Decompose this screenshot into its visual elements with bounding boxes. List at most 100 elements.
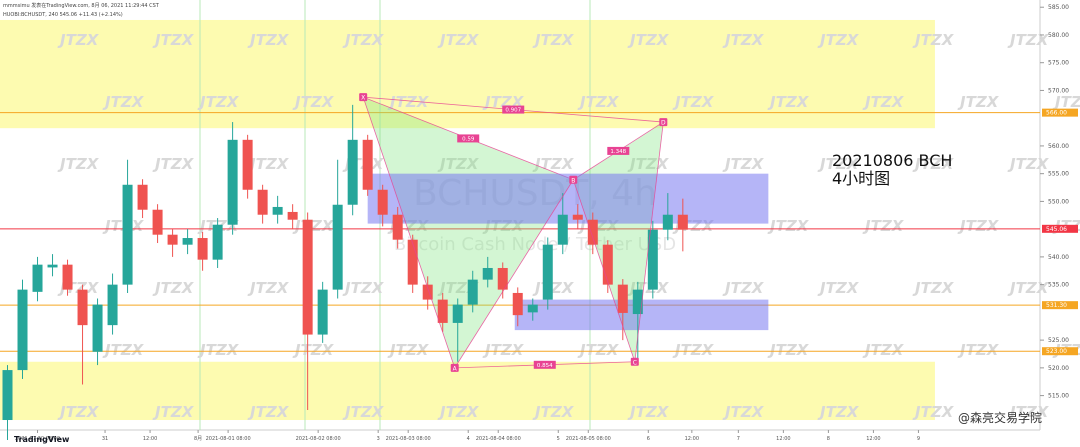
watermark: JTZX xyxy=(912,403,955,421)
pattern-point xyxy=(450,363,459,372)
watermark: JTZX xyxy=(1007,279,1050,297)
watermark: JTZX xyxy=(767,93,810,111)
price-tag xyxy=(1042,108,1078,117)
watermark: JTZX xyxy=(672,341,715,359)
y-tick-label: 570.00 xyxy=(1048,87,1069,94)
y-tick-label: 525.00 xyxy=(1048,337,1069,344)
candle-body xyxy=(122,184,133,285)
price-tag-label: 545.06 xyxy=(1046,226,1067,233)
watermark: JTZX xyxy=(577,341,620,359)
watermark: JTZX xyxy=(1007,31,1050,49)
candle-body xyxy=(107,284,118,326)
candle-body xyxy=(617,284,628,313)
candle-body xyxy=(47,264,58,268)
candle-body xyxy=(497,267,508,290)
x-tick-label: 4 xyxy=(467,436,470,442)
candle-body xyxy=(602,244,613,285)
x-tick-label: 2021-08-02 08:00 xyxy=(296,436,341,442)
watermark: JTZX xyxy=(627,403,670,421)
candle-body xyxy=(287,211,298,220)
watermark: JTZX xyxy=(152,403,195,421)
pattern-leg xyxy=(362,96,456,368)
pattern-point-label: D xyxy=(661,120,666,127)
watermark: JTZX xyxy=(1052,93,1080,111)
candle-body xyxy=(632,289,643,315)
x-tick-label: 8 xyxy=(827,436,830,442)
x-tick-label: 6 xyxy=(647,436,650,442)
ratio-label: 0.854 xyxy=(537,363,553,369)
ratio-tag xyxy=(533,360,556,369)
x-tick-label: 2021-08-04 08:00 xyxy=(476,436,521,442)
candle-body xyxy=(587,219,598,245)
candle-body xyxy=(437,299,448,323)
credit: @森亮交易学院 xyxy=(958,410,1042,425)
x-tick-label: 12:00 xyxy=(776,436,790,442)
ratio-tag xyxy=(502,105,525,114)
candle-body xyxy=(392,214,403,240)
price-tag xyxy=(1042,301,1078,310)
annotation: 4小时图 xyxy=(832,169,890,188)
candle-body xyxy=(212,224,223,260)
candle-body xyxy=(407,239,418,285)
candle-body xyxy=(572,214,583,220)
watermark: JTZX xyxy=(292,341,335,359)
watermark: JTZX xyxy=(912,31,955,49)
ratio-label: 0.907 xyxy=(505,108,521,114)
candle-body xyxy=(227,139,238,225)
candle-body xyxy=(302,219,313,335)
candle-body xyxy=(362,139,373,190)
watermark: JTZX xyxy=(197,341,240,359)
watermark: JTZX xyxy=(152,155,195,173)
x-tick-label: 5 xyxy=(557,436,560,442)
candle-body xyxy=(62,264,73,290)
candle-body xyxy=(332,204,343,290)
watermark: JTZX xyxy=(247,403,290,421)
candle-body xyxy=(182,238,193,245)
ratio-tag xyxy=(607,146,630,155)
y-tick-label: 535.00 xyxy=(1048,282,1069,289)
pattern-leg xyxy=(454,179,574,369)
x-tick-label: 31 xyxy=(102,436,108,442)
pattern-point xyxy=(630,357,639,366)
watermark: JTZX xyxy=(532,31,575,49)
watermark: JTZX xyxy=(722,155,765,173)
watermark: JTZX xyxy=(957,341,1000,359)
watermark: JTZX xyxy=(767,217,810,235)
price-tag-label: 566.00 xyxy=(1046,110,1067,117)
watermark: JTZX xyxy=(57,155,100,173)
pattern-leg xyxy=(634,122,664,362)
x-tick-label: 12:00 xyxy=(143,436,157,442)
box xyxy=(367,173,769,224)
candle-body xyxy=(542,244,553,300)
watermark: JTZX xyxy=(102,341,145,359)
watermark: JTZX xyxy=(437,403,480,421)
watermark: JTZX xyxy=(387,341,430,359)
watermark: JTZX xyxy=(437,31,480,49)
watermark: JTZX xyxy=(102,93,145,111)
price-tag xyxy=(1042,347,1078,356)
watermark: JTZX xyxy=(292,217,335,235)
candle-body xyxy=(512,292,523,316)
watermark: JTZX xyxy=(152,279,195,297)
candle-body xyxy=(557,214,568,245)
watermark: JTZX xyxy=(152,31,195,49)
watermark: JTZX xyxy=(722,403,765,421)
watermark: JTZX xyxy=(57,31,100,49)
candle-body xyxy=(662,214,673,230)
pattern-point xyxy=(659,118,668,127)
x-tick-label: 7 xyxy=(737,436,740,442)
ratio-tag xyxy=(457,134,480,143)
x-tick-label: 12:00 xyxy=(685,436,699,442)
price-tag xyxy=(1042,224,1078,233)
watermark: JTZX xyxy=(197,93,240,111)
watermark: JTZX xyxy=(1007,403,1050,421)
candle-body xyxy=(2,370,13,421)
candle-body xyxy=(257,189,268,215)
watermark: JTZX xyxy=(912,279,955,297)
pattern-point-label: C xyxy=(633,359,637,366)
candle-body xyxy=(647,229,658,290)
watermark: JTZX xyxy=(387,93,430,111)
candle-body xyxy=(242,139,253,190)
zone xyxy=(0,19,935,129)
watermark: JTZX xyxy=(532,279,575,297)
